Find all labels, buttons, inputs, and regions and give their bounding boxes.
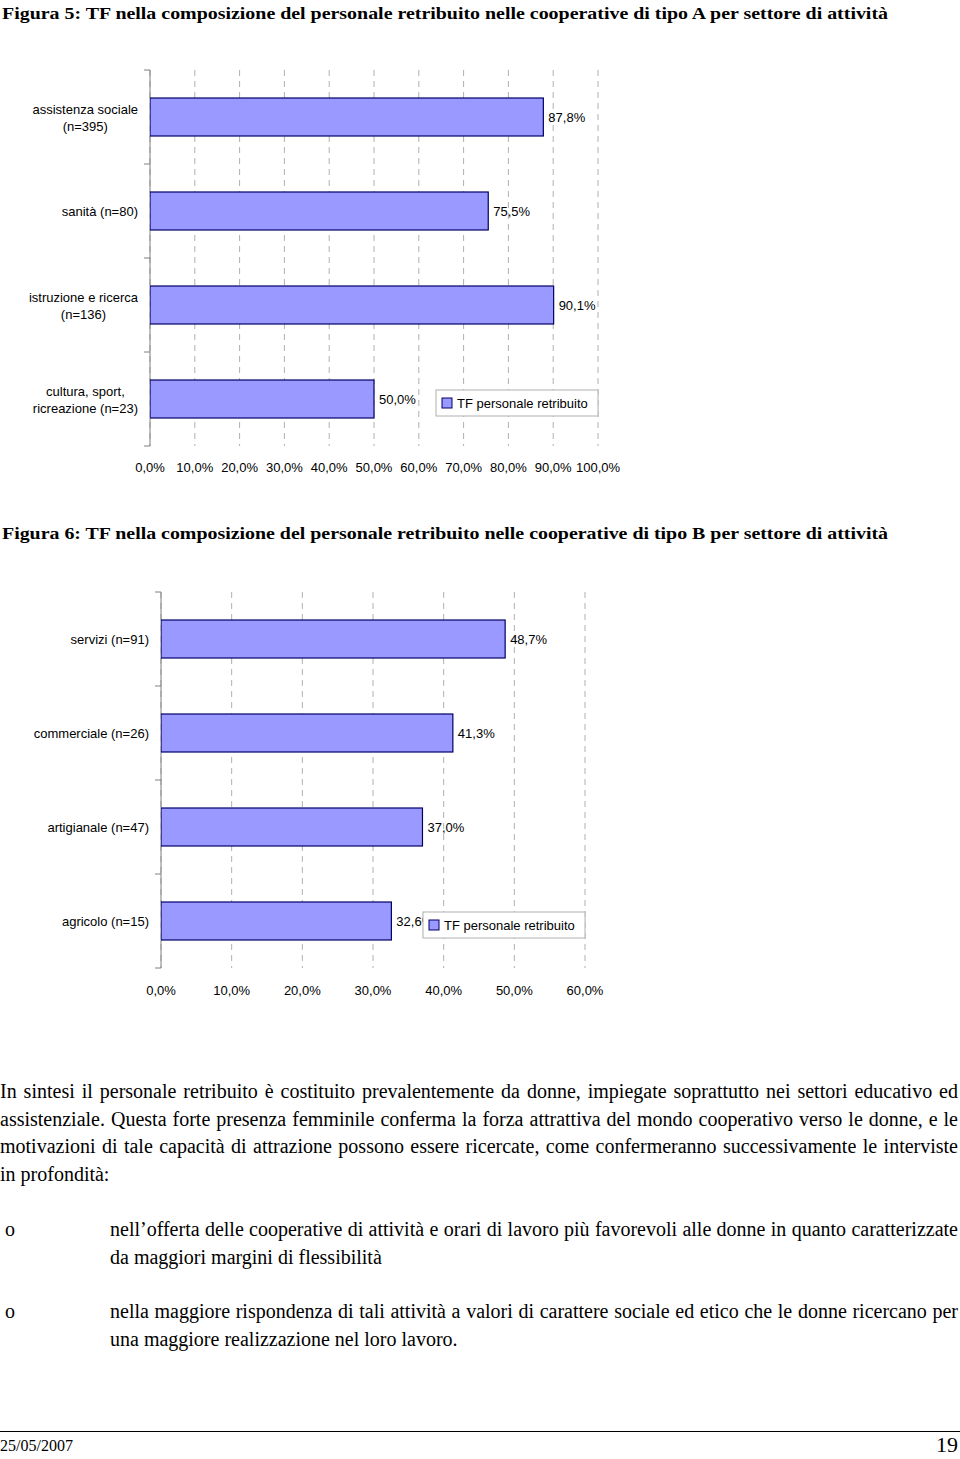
tick-label: 50,0% (356, 460, 393, 475)
bullet-item: o nell’offerta delle cooperative di attiv… (0, 1216, 958, 1271)
legend-box (436, 390, 598, 416)
category-tick (155, 686, 161, 687)
category-label: cultura, sport,ricreazione (n=23) (33, 384, 138, 416)
tick-label: 10,0% (213, 983, 250, 998)
data-label: 75,5% (493, 204, 530, 219)
chart-title: Figura 5: TF nella composizione del pers… (2, 4, 889, 23)
category-label: sanità (n=80) (62, 204, 138, 219)
tick-label: 10,0% (176, 460, 213, 475)
category-label: assistenza sociale(n=395) (33, 102, 139, 134)
category-tick (144, 446, 150, 447)
tick-label: 30,0% (355, 983, 392, 998)
tick-label: 20,0% (221, 460, 258, 475)
data-label: 90,1% (559, 298, 596, 313)
data-label: 87,8% (548, 110, 585, 125)
tick-label: 40,0% (425, 983, 462, 998)
category-tick (144, 352, 150, 353)
tick-label: 0,0% (146, 983, 176, 998)
tick-label: 40,0% (311, 460, 348, 475)
bar (150, 380, 374, 418)
category-tick (155, 968, 161, 969)
tick-label: 100,0% (576, 460, 621, 475)
bullet-text: nella maggiore rispondenza di tali attiv… (110, 1298, 958, 1353)
bullet-marker: o (5, 1298, 15, 1326)
footer-date: 25/05/2007 (0, 1437, 73, 1455)
legend-label: TF personale retribuito (444, 918, 575, 933)
bar (150, 286, 554, 324)
tick-label: 60,0% (400, 460, 437, 475)
category-tick (144, 70, 150, 71)
chart: Figura 5: TF nella composizione del pers… (2, 4, 889, 475)
legend: TF personale retribuito (436, 390, 598, 416)
legend-label: TF personale retribuito (457, 396, 588, 411)
page-number: 19 (936, 1432, 958, 1458)
category-tick (144, 258, 150, 259)
paragraph: In sintesi il personale retribuito è cos… (0, 1078, 958, 1188)
legend: TF personale retribuito (423, 912, 585, 938)
legend-box (423, 912, 585, 938)
bar (161, 902, 391, 940)
bullet-marker: o (5, 1216, 15, 1244)
category-tick (155, 874, 161, 875)
tick-label: 0,0% (135, 460, 165, 475)
category-label: commerciale (n=26) (34, 726, 149, 741)
tick-label: 70,0% (445, 460, 482, 475)
bars (150, 98, 554, 418)
bar (161, 620, 505, 658)
category-label: istruzione e ricerca(n=136) (29, 290, 139, 322)
legend-swatch (442, 398, 452, 408)
data-label: 50,0% (379, 392, 416, 407)
bar (150, 98, 543, 136)
data-label: 48,7% (510, 632, 547, 647)
bullet-item: o nella maggiore rispondenza di tali atti… (0, 1298, 958, 1353)
data-label: 41,3% (458, 726, 495, 741)
bar (161, 714, 453, 752)
category-tick (144, 164, 150, 165)
category-tick (155, 592, 161, 593)
category-label: agricolo (n=15) (62, 914, 149, 929)
data-label: 37,0% (427, 820, 464, 835)
tick-label: 90,0% (535, 460, 572, 475)
tick-label: 60,0% (567, 983, 604, 998)
tick-label: 20,0% (284, 983, 321, 998)
category-label: artigianale (n=47) (47, 820, 149, 835)
chart: Figura 6: TF nella composizione del pers… (2, 524, 889, 998)
bar (150, 192, 488, 230)
legend-swatch (429, 920, 439, 930)
tick-label: 30,0% (266, 460, 303, 475)
tick-label: 50,0% (496, 983, 533, 998)
chart-title: Figura 6: TF nella composizione del pers… (2, 524, 889, 543)
charts-canvas: Figura 5: TF nella composizione del pers… (0, 0, 960, 1010)
footer-rule (0, 1431, 960, 1432)
tick-label: 80,0% (490, 460, 527, 475)
bullet-text: nell’offerta delle cooperative di attivi… (110, 1216, 958, 1271)
bar (161, 808, 422, 846)
bars (161, 620, 505, 940)
category-tick (155, 780, 161, 781)
category-label: servizi (n=91) (71, 632, 149, 647)
